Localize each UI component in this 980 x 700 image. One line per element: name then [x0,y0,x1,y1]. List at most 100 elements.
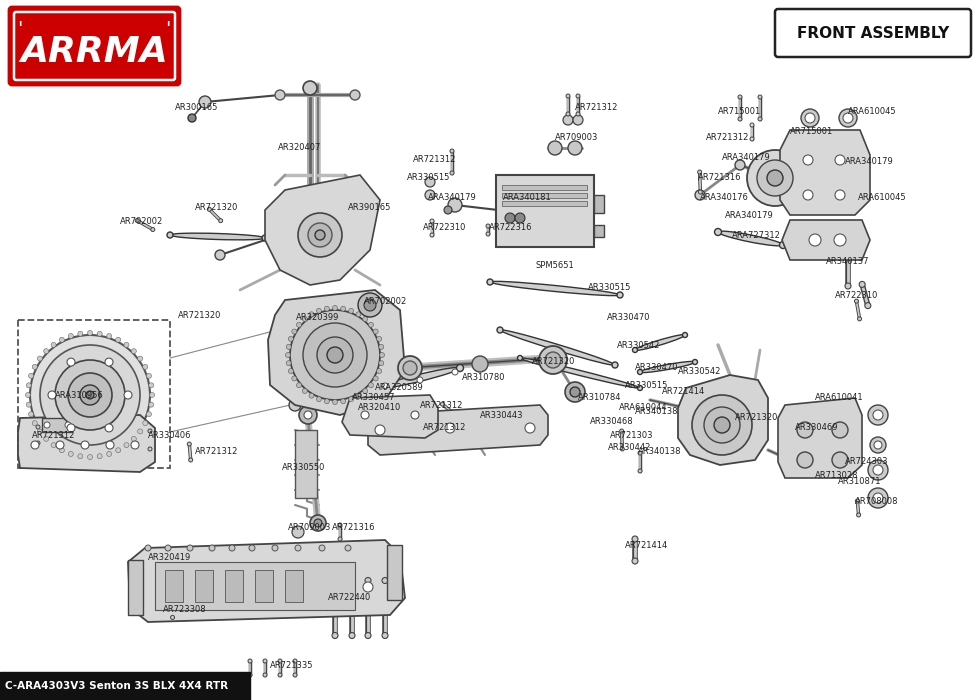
Circle shape [97,454,102,458]
Text: ARA610044: ARA610044 [619,403,667,412]
Circle shape [382,578,388,584]
Circle shape [568,141,582,155]
Circle shape [417,377,423,383]
Circle shape [77,454,82,458]
Circle shape [143,365,148,370]
Circle shape [450,171,454,175]
Circle shape [735,160,745,170]
Circle shape [332,400,337,405]
Circle shape [457,365,464,372]
Circle shape [363,389,368,393]
Text: AR300165: AR300165 [175,104,219,113]
Circle shape [37,356,42,361]
Circle shape [835,190,845,200]
Circle shape [356,312,361,317]
Circle shape [338,582,348,592]
Circle shape [65,422,71,428]
Bar [42,418,72,432]
Text: AR330542: AR330542 [617,340,661,349]
Bar [155,562,355,610]
Circle shape [864,302,871,309]
Text: ARA610041: ARA610041 [815,393,863,402]
Circle shape [873,410,883,420]
Bar [128,560,143,615]
Text: AR722310: AR722310 [423,223,466,232]
Circle shape [570,387,580,397]
Text: AR723308: AR723308 [163,606,207,615]
Circle shape [292,526,304,538]
Circle shape [566,94,570,98]
Circle shape [123,442,129,448]
Circle shape [308,223,332,247]
Text: FRONT ASSEMBLY: FRONT ASSEMBLY [797,27,949,41]
Circle shape [338,537,342,541]
Circle shape [107,333,112,339]
Text: AR721320: AR721320 [735,414,778,423]
Circle shape [32,421,37,426]
Text: AR715001: AR715001 [790,127,833,136]
Circle shape [505,213,515,223]
Circle shape [51,342,56,347]
Text: AR721335: AR721335 [270,661,314,669]
Circle shape [341,399,346,404]
Circle shape [714,228,721,235]
FancyBboxPatch shape [9,7,180,85]
Circle shape [171,615,174,620]
Circle shape [803,190,813,200]
Circle shape [349,578,355,584]
Circle shape [714,417,730,433]
Text: AR310784: AR310784 [578,393,621,402]
Bar [0,672,250,700]
Polygon shape [780,130,870,215]
Text: ARA340179: ARA340179 [428,193,476,202]
Circle shape [797,422,813,438]
Circle shape [297,322,302,328]
Circle shape [375,425,385,435]
Circle shape [146,373,152,378]
Circle shape [834,234,846,246]
Circle shape [51,442,56,448]
Text: AR310780: AR310780 [462,374,506,382]
Circle shape [292,376,297,381]
Text: AR722440: AR722440 [328,594,371,603]
Circle shape [137,429,143,434]
Circle shape [28,412,33,416]
Circle shape [295,545,301,551]
Circle shape [288,369,293,374]
Circle shape [368,322,373,328]
Circle shape [379,353,384,358]
Circle shape [60,448,65,453]
Circle shape [361,411,369,419]
Circle shape [198,585,208,595]
Circle shape [566,112,570,116]
Circle shape [31,441,39,449]
Circle shape [215,250,225,260]
Text: AR721312: AR721312 [32,430,75,440]
Circle shape [302,389,308,393]
Circle shape [444,206,452,214]
Bar [387,545,402,600]
Circle shape [290,310,380,400]
Circle shape [69,333,74,339]
Circle shape [81,441,89,449]
Circle shape [366,392,378,404]
Circle shape [278,659,282,663]
Circle shape [779,241,787,248]
Circle shape [314,519,322,527]
Circle shape [187,545,193,551]
Polygon shape [368,405,548,455]
Ellipse shape [520,358,640,388]
Circle shape [452,369,458,375]
FancyBboxPatch shape [775,9,971,57]
Text: AR721312: AR721312 [706,134,750,143]
Circle shape [403,361,417,375]
Circle shape [619,429,623,433]
Bar [225,570,243,602]
Circle shape [208,207,212,211]
Polygon shape [268,290,405,415]
Circle shape [135,218,139,223]
Circle shape [486,232,490,236]
Circle shape [131,436,136,441]
Circle shape [67,358,75,366]
Circle shape [698,170,702,174]
